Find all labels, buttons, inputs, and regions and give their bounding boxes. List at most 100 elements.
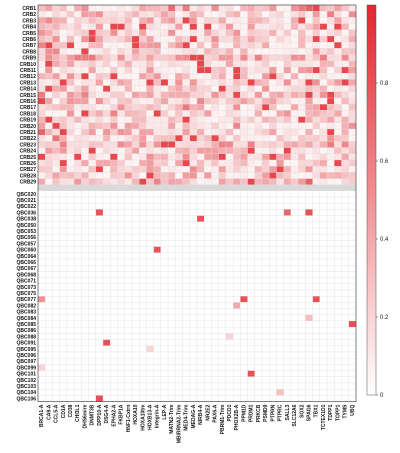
heatmap-cell — [254, 11, 263, 18]
heatmap-cell — [160, 221, 169, 229]
heatmap-cell — [312, 351, 321, 359]
heatmap-cell — [37, 97, 46, 105]
heatmap-cell — [73, 308, 82, 315]
heatmap-cell — [153, 190, 162, 198]
heatmap-cell — [175, 283, 183, 291]
heatmap-cell — [88, 345, 96, 353]
heatmap-cell — [37, 209, 46, 216]
heatmap-cell — [124, 283, 133, 291]
row-label: CRB4 — [22, 25, 36, 31]
heatmap-cell — [305, 258, 313, 266]
row-label: QBC067 — [17, 266, 37, 272]
heatmap-cell — [81, 209, 89, 216]
heatmap-cell — [298, 227, 306, 235]
heatmap-cell — [312, 66, 321, 74]
heatmap-cell — [211, 370, 219, 377]
heatmap-cell — [66, 60, 75, 68]
heatmap-cell — [341, 153, 349, 161]
heatmap-cell — [66, 265, 75, 272]
heatmap-cell — [269, 196, 277, 204]
heatmap-cell — [254, 327, 263, 334]
heatmap-cell — [312, 122, 321, 130]
heatmap-cell — [66, 190, 75, 198]
heatmap-cell — [73, 252, 82, 260]
heatmap-cell — [196, 265, 205, 272]
heatmap-cell — [81, 91, 89, 99]
heatmap-cell — [59, 289, 68, 297]
heatmap-cell — [167, 178, 176, 185]
heatmap-cell — [298, 85, 306, 92]
column-label: SPAG6 — [307, 404, 313, 421]
heatmap-cell — [66, 29, 75, 37]
heatmap-cell — [341, 172, 349, 179]
heatmap-cell — [225, 265, 234, 272]
heatmap-cell — [319, 345, 328, 353]
row-label: CRB1 — [22, 6, 36, 12]
heatmap-cell — [59, 104, 68, 111]
heatmap-cell — [254, 42, 263, 49]
heatmap-cell — [326, 166, 335, 173]
heatmap-cell — [276, 141, 284, 148]
heatmap-cell — [196, 122, 205, 130]
heatmap-cell — [131, 73, 140, 80]
heatmap-cell — [37, 308, 46, 315]
row-label: CRB20 — [20, 124, 37, 130]
column-label: PPM1D — [241, 404, 247, 422]
heatmap-cell — [319, 221, 328, 229]
heatmap-cell — [283, 314, 292, 322]
heatmap-cell — [290, 382, 299, 390]
heatmap-cell — [290, 23, 299, 30]
column-label: DNMT3B — [90, 404, 96, 425]
heatmap-cell — [37, 370, 46, 377]
heatmap-cell — [95, 395, 104, 402]
heatmap-cell — [305, 389, 313, 396]
heatmap-cells — [37, 4, 357, 402]
heatmap-cell — [95, 29, 104, 37]
heatmap-cell — [45, 320, 53, 328]
heatmap-cell — [247, 364, 255, 371]
heatmap-cell — [124, 203, 133, 210]
heatmap-cell — [45, 85, 53, 92]
heatmap-cell — [305, 73, 313, 80]
heatmap-cell — [326, 221, 335, 229]
heatmap-cell — [88, 110, 96, 117]
heatmap-cell — [218, 73, 227, 80]
heatmap-cell — [110, 23, 118, 30]
heatmap-cell — [131, 116, 140, 123]
heatmap-cell — [153, 35, 162, 43]
heatmap-cell — [189, 258, 198, 266]
heatmap-cell — [341, 196, 349, 204]
heatmap-cell — [37, 110, 46, 117]
heatmap-cell — [319, 314, 328, 322]
heatmap-cell — [88, 327, 96, 334]
heatmap-cell — [59, 29, 68, 37]
heatmap-cell — [290, 190, 299, 198]
column-label: TOPP1 — [335, 404, 341, 421]
heatmap-cell — [305, 79, 313, 86]
heatmap-cell — [326, 351, 335, 359]
heatmap-cell — [334, 29, 342, 37]
heatmap-cell — [247, 333, 255, 340]
heatmap-cell — [73, 246, 82, 253]
heatmap-cell — [52, 85, 60, 92]
row-label: CRB16 — [20, 99, 37, 105]
heatmap-cell — [211, 141, 219, 148]
heatmap-cell — [312, 302, 321, 309]
heatmap-cell — [66, 296, 75, 303]
heatmap-cell — [211, 382, 219, 390]
heatmap-cell — [326, 97, 335, 105]
heatmap-cell — [312, 296, 321, 303]
heatmap-cell — [196, 345, 205, 353]
heatmap-cell — [102, 122, 111, 130]
heatmap-cell — [189, 42, 198, 49]
heatmap-cell — [153, 252, 162, 260]
heatmap-cell — [240, 11, 248, 18]
column-label: SLC12A6 — [292, 404, 298, 426]
heatmap-cell — [247, 196, 255, 204]
heatmap-cell — [240, 302, 248, 309]
heatmap-cell — [167, 296, 176, 303]
heatmap-cell — [334, 227, 342, 235]
heatmap-cell — [66, 271, 75, 278]
heatmap-cell — [139, 389, 147, 396]
heatmap-cell — [269, 327, 277, 334]
